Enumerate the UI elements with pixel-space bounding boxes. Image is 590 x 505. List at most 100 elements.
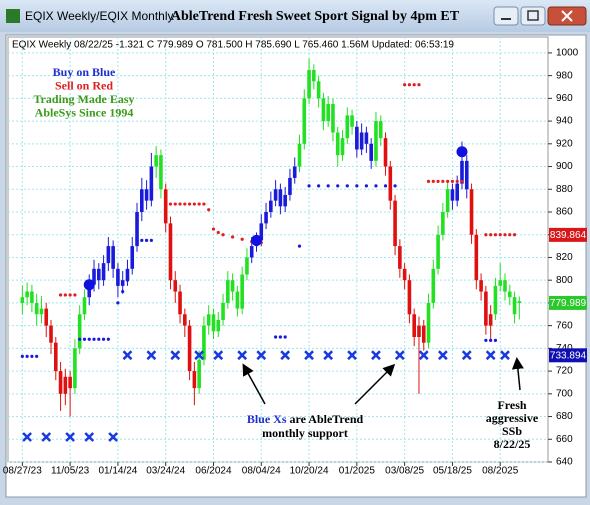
sell-stop-dot	[446, 179, 450, 183]
candle-body	[187, 325, 192, 372]
x-tick-label: 03/08/25	[385, 466, 424, 477]
y-tick-label: 720	[556, 366, 573, 377]
candle-body	[445, 189, 450, 212]
chart-title: AbleTrend Fresh Sweet Sport Signal by 4p…	[171, 9, 460, 24]
legend-line: Sell on Red	[55, 78, 113, 92]
candle-body	[288, 177, 292, 195]
buy-stop-dot	[78, 337, 82, 341]
signal-dot	[250, 234, 262, 246]
sell-stop-dot	[455, 179, 459, 183]
buy-stop-dot	[30, 354, 34, 358]
candle-body	[58, 371, 63, 394]
maximize-button[interactable]	[520, 6, 546, 26]
candle-body	[269, 200, 273, 212]
candle-body	[73, 348, 77, 389]
candle-body	[464, 160, 469, 190]
buy-stop-dot	[393, 184, 397, 188]
price-marker-label: 733.894	[550, 350, 587, 361]
candle-body	[421, 325, 426, 343]
sell-stop-dot	[183, 202, 187, 206]
buy-stop-dot	[278, 335, 282, 339]
buy-stop-dot	[125, 278, 130, 282]
candle-body	[226, 280, 230, 303]
candle-body	[87, 284, 92, 298]
sell-stop-dot	[460, 179, 464, 183]
candle-body	[493, 285, 498, 315]
sell-stop-dot	[503, 233, 507, 237]
x-tick-label: 08/04/24	[242, 466, 281, 477]
sell-stop-dot	[417, 83, 421, 87]
candle-body	[307, 69, 311, 99]
marks	[20, 58, 522, 442]
buy-stop-dot	[326, 184, 330, 188]
candle-body	[321, 98, 326, 122]
candle-body	[484, 291, 488, 326]
candle-body	[283, 194, 287, 207]
sell-stop-dot	[202, 202, 206, 206]
sell-stop-dot	[231, 235, 235, 239]
sell-stop-dot	[178, 202, 182, 206]
buy-stop-dot	[35, 354, 39, 358]
candle-body	[417, 325, 421, 337]
sell-stop-dot	[73, 293, 77, 297]
candle-body	[345, 115, 350, 139]
candle-body	[25, 291, 29, 298]
candle-body	[92, 268, 96, 285]
sell-stop-dot	[207, 208, 211, 212]
buy-stop-dot	[87, 337, 91, 341]
buy-stop-dot	[383, 184, 388, 188]
candle-body	[469, 189, 474, 235]
buy-stop-dot	[116, 301, 120, 305]
monthly-support-x	[323, 350, 334, 361]
candle-body	[44, 308, 49, 326]
signal-dot	[456, 146, 468, 158]
fresh-annotation-line: SSb	[502, 424, 522, 438]
support-rest: are AbleTrend	[290, 412, 364, 426]
candle-body	[116, 268, 120, 286]
y-tick-label: 920	[556, 138, 573, 149]
buy-stop-dot	[130, 255, 134, 260]
candle-body	[30, 291, 34, 303]
x-tick-label: 05/18/25	[433, 466, 472, 477]
candle-body	[350, 115, 354, 127]
signal-dot	[83, 279, 95, 291]
buy-stop-dot	[307, 184, 311, 188]
window-buttons	[493, 6, 587, 26]
monthly-support-x	[213, 350, 224, 361]
monthly-support-x	[371, 350, 381, 361]
candle-body	[20, 297, 25, 303]
buy-stop-dot	[355, 184, 359, 188]
monthly-support-x	[146, 350, 157, 361]
candle-body	[135, 212, 139, 247]
title-bar	[0, 0, 590, 32]
candle-body	[369, 143, 373, 161]
candle-body	[82, 297, 87, 315]
candle-body	[292, 166, 297, 178]
buy-stop-dot	[82, 337, 87, 341]
price-marker	[549, 295, 587, 310]
y-tick-label: 640	[556, 457, 573, 468]
candle-body	[111, 246, 115, 269]
y-tick-label: 880	[556, 184, 573, 195]
arrow	[511, 357, 524, 391]
y-tick-label: 960	[556, 93, 573, 104]
minimize-button[interactable]	[493, 6, 519, 26]
candle-body	[178, 291, 182, 315]
sell-stop-dot	[168, 202, 173, 206]
x-tick-label: 03/24/24	[146, 466, 185, 477]
candle-body	[159, 155, 163, 190]
candle-body	[216, 319, 221, 332]
candle-body	[278, 189, 283, 207]
monthly-support-x	[22, 432, 32, 442]
candle-body	[378, 121, 383, 139]
buy-stop-dot	[274, 335, 278, 339]
buy-stop-dot	[149, 238, 153, 243]
sell-stop-dot	[211, 227, 216, 231]
candle-body	[154, 155, 158, 167]
app-icon	[6, 9, 20, 23]
sell-stop-dot	[173, 202, 177, 206]
monthly-support-x	[347, 350, 357, 361]
y-tick-label: 940	[556, 116, 573, 127]
plot-area	[7, 36, 549, 463]
